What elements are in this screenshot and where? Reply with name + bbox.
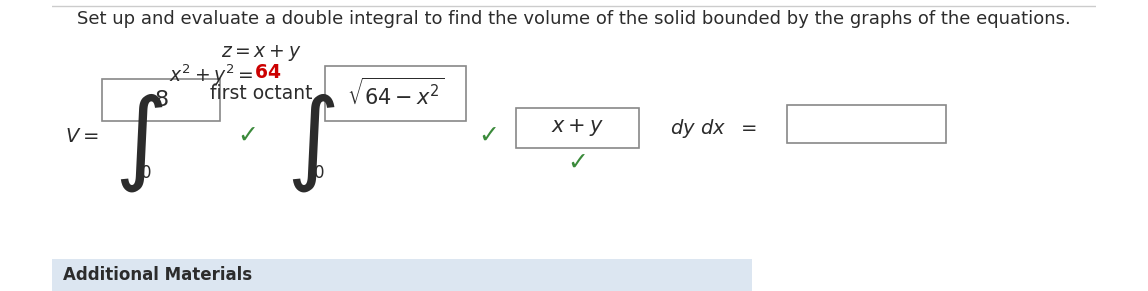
Text: $0$: $0$ bbox=[312, 164, 324, 182]
Text: $\mathbf{64}$: $\mathbf{64}$ bbox=[254, 63, 281, 82]
Bar bbox=[786, 105, 946, 143]
Bar bbox=[325, 66, 466, 121]
Text: $V =$: $V =$ bbox=[64, 127, 99, 146]
Bar bbox=[102, 79, 220, 121]
Text: Set up and evaluate a double integral to find the volume of the solid bounded by: Set up and evaluate a double integral to… bbox=[77, 10, 1071, 28]
Text: $x + y$: $x + y$ bbox=[551, 118, 604, 139]
Text: $dy\ dx$  $=$: $dy\ dx$ $=$ bbox=[670, 116, 758, 139]
Text: first octant: first octant bbox=[210, 84, 312, 103]
Text: $\int$: $\int$ bbox=[114, 92, 163, 194]
Text: ✓: ✓ bbox=[567, 151, 588, 175]
Bar bbox=[515, 108, 638, 148]
Text: ✓: ✓ bbox=[478, 124, 499, 148]
Text: $8$: $8$ bbox=[154, 90, 169, 110]
Text: $x^2 + y^2 =$: $x^2 + y^2 =$ bbox=[169, 63, 254, 88]
Bar bbox=[52, 259, 752, 291]
Text: ✓: ✓ bbox=[236, 124, 258, 148]
Text: $\int$: $\int$ bbox=[287, 92, 336, 194]
Text: $\sqrt{64 - x^2}$: $\sqrt{64 - x^2}$ bbox=[347, 78, 444, 109]
Text: $0$: $0$ bbox=[140, 164, 152, 182]
Text: $z = x + y$: $z = x + y$ bbox=[222, 43, 302, 63]
Text: Additional Materials: Additional Materials bbox=[63, 266, 253, 284]
